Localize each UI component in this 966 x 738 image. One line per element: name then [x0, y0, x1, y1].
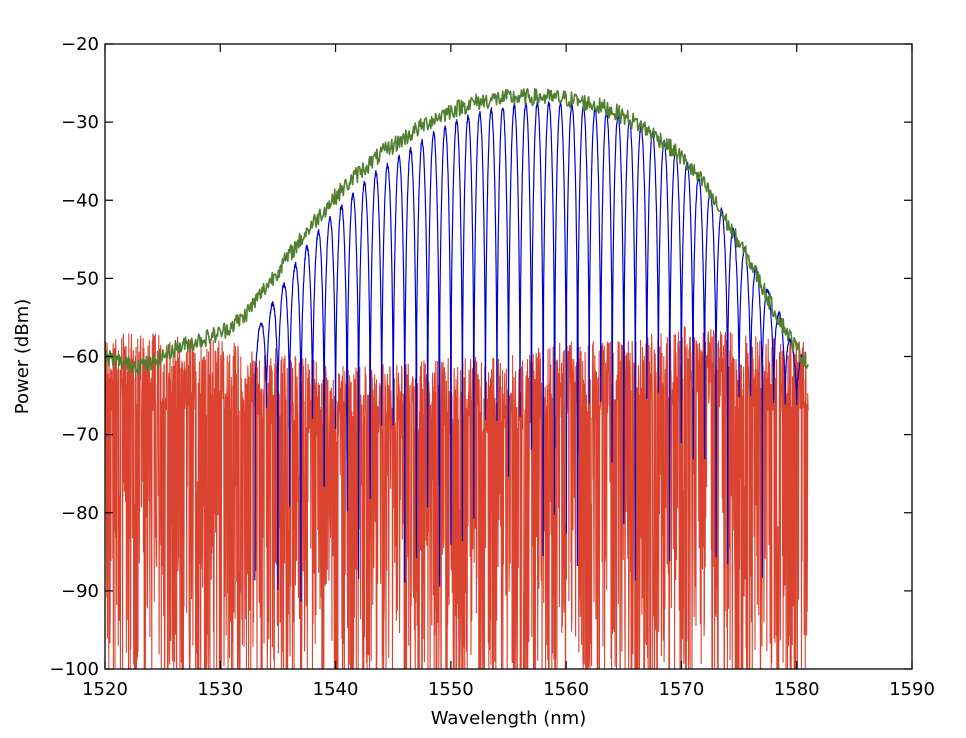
x-tick-label: 1590 [889, 679, 935, 700]
y-axis-label: Power (dBm) [12, 299, 33, 415]
y-tick-label: −60 [61, 347, 99, 368]
x-tick-label: 1520 [82, 679, 128, 700]
series-green-envelope-line [104, 87, 809, 374]
x-tick-label: 1550 [428, 679, 474, 700]
y-tick-label: −50 [61, 268, 99, 289]
y-tick-label: −30 [61, 112, 99, 133]
x-tick-label: 1580 [774, 679, 820, 700]
x-axis-label: Wavelength (nm) [431, 708, 587, 729]
x-tick-label: 1540 [313, 679, 359, 700]
x-tick-label: 1560 [543, 679, 589, 700]
y-tick-label: −70 [61, 425, 99, 446]
plot-frame [104, 43, 913, 670]
y-tick-label: −100 [50, 659, 99, 680]
x-tick-label: 1530 [197, 679, 243, 700]
x-tick-label: 1570 [659, 679, 705, 700]
y-tick-label: −80 [61, 503, 99, 524]
y-tick-label: −90 [61, 581, 99, 602]
tick-layer: 1520 1530 1540 1550 1560 1570 1580 1590 −100 −90 −… [50, 34, 935, 700]
y-tick-label: −20 [61, 34, 99, 55]
y-tick-label: −40 [61, 190, 99, 211]
